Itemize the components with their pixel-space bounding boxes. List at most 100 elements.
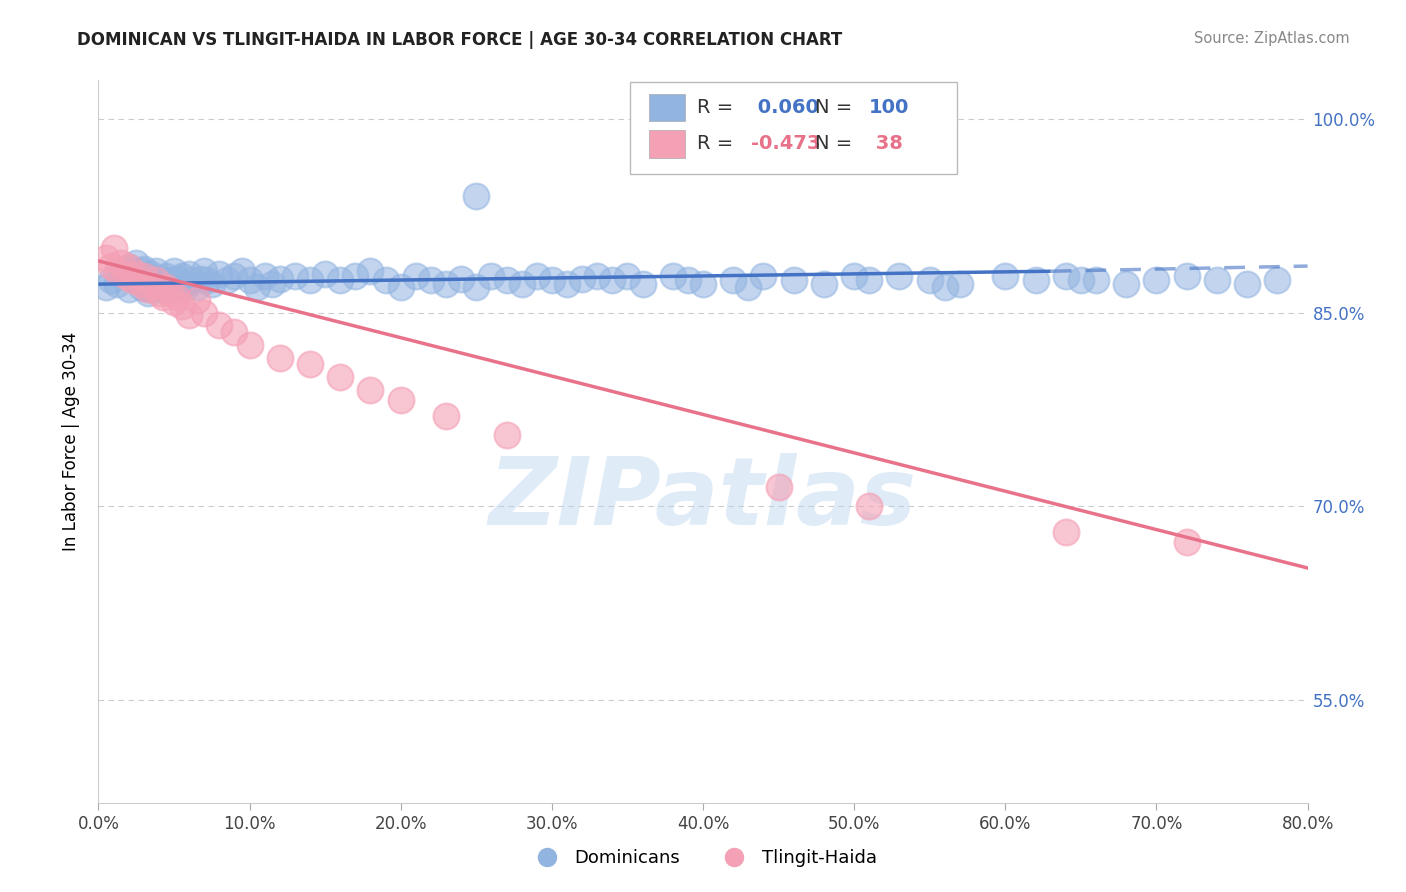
Point (1175, 535, 1198, 549)
Bar (648, 94, 685, 121)
Point (616, 269, 638, 284)
Point (103, 241, 125, 255)
Point (329, 370, 352, 384)
Point (132, 261, 155, 276)
Y-axis label: In Labor Force | Age 30-34: In Labor Force | Age 30-34 (62, 332, 80, 551)
Point (118, 282, 141, 296)
Point (231, 264, 253, 278)
Point (269, 272, 291, 286)
Point (193, 305, 215, 319)
Point (918, 273, 941, 287)
Point (1054, 524, 1077, 539)
Point (148, 286, 170, 301)
Point (1085, 273, 1108, 287)
Point (224, 325, 246, 339)
Point (173, 277, 195, 292)
Text: R =: R = (697, 98, 733, 117)
Text: 100: 100 (869, 98, 910, 117)
Text: 0.060: 0.060 (751, 98, 820, 117)
Point (152, 290, 174, 304)
Point (125, 267, 148, 281)
Point (858, 273, 880, 287)
Text: N =: N = (815, 135, 852, 153)
Point (166, 272, 188, 286)
Point (253, 269, 276, 284)
Point (121, 273, 143, 287)
Point (813, 277, 835, 292)
Point (723, 273, 745, 287)
Point (1206, 273, 1229, 287)
Point (661, 269, 683, 284)
Point (329, 273, 352, 287)
Point (110, 267, 132, 281)
Point (434, 409, 457, 423)
Point (389, 393, 412, 408)
Point (676, 273, 699, 287)
Point (105, 277, 128, 292)
Text: N =: N = (815, 98, 852, 117)
Point (215, 273, 238, 287)
Point (136, 269, 159, 284)
Point (155, 269, 177, 284)
Point (159, 273, 181, 287)
Point (586, 269, 609, 284)
Point (114, 269, 136, 284)
Point (135, 282, 157, 296)
Point (994, 269, 1017, 284)
Point (631, 277, 654, 292)
Point (299, 273, 322, 287)
Point (186, 293, 208, 307)
Point (450, 272, 472, 286)
Point (510, 277, 533, 292)
Point (186, 279, 208, 293)
Point (143, 273, 166, 287)
Point (246, 279, 269, 293)
Point (150, 277, 173, 292)
Point (495, 273, 517, 287)
Point (540, 273, 562, 287)
Point (299, 357, 322, 371)
Point (195, 273, 218, 287)
Point (132, 272, 155, 286)
Point (155, 279, 177, 293)
Point (129, 279, 152, 293)
Point (170, 299, 193, 313)
Point (135, 277, 157, 292)
Text: ZIPatlas: ZIPatlas (489, 453, 917, 545)
Point (389, 279, 412, 293)
Point (148, 279, 170, 293)
Point (125, 256, 148, 270)
Point (163, 264, 186, 278)
Text: DOMINICAN VS TLINGIT-HAIDA IN LABOR FORCE | AGE 30-34 CORRELATION CHART: DOMINICAN VS TLINGIT-HAIDA IN LABOR FORC… (77, 31, 842, 49)
Point (858, 499, 880, 513)
Point (1024, 273, 1046, 287)
Point (737, 279, 759, 293)
Point (94, 279, 117, 293)
Point (118, 260, 141, 275)
Point (160, 279, 183, 293)
Point (1144, 273, 1167, 287)
Point (141, 279, 163, 293)
Point (179, 267, 201, 281)
Point (190, 272, 212, 286)
Point (129, 264, 152, 278)
Point (555, 277, 578, 292)
Point (141, 282, 163, 296)
Point (262, 277, 284, 292)
Point (118, 260, 141, 275)
Point (1267, 273, 1289, 287)
Point (145, 273, 167, 287)
Point (148, 272, 170, 286)
Point (121, 264, 143, 278)
Point (269, 351, 291, 365)
Point (129, 277, 152, 292)
Point (1070, 273, 1092, 287)
Point (571, 272, 593, 286)
Point (405, 269, 427, 284)
Point (420, 273, 443, 287)
Point (783, 273, 806, 287)
Point (100, 259, 122, 273)
Point (208, 267, 231, 281)
Point (1115, 277, 1137, 292)
Point (136, 286, 159, 301)
